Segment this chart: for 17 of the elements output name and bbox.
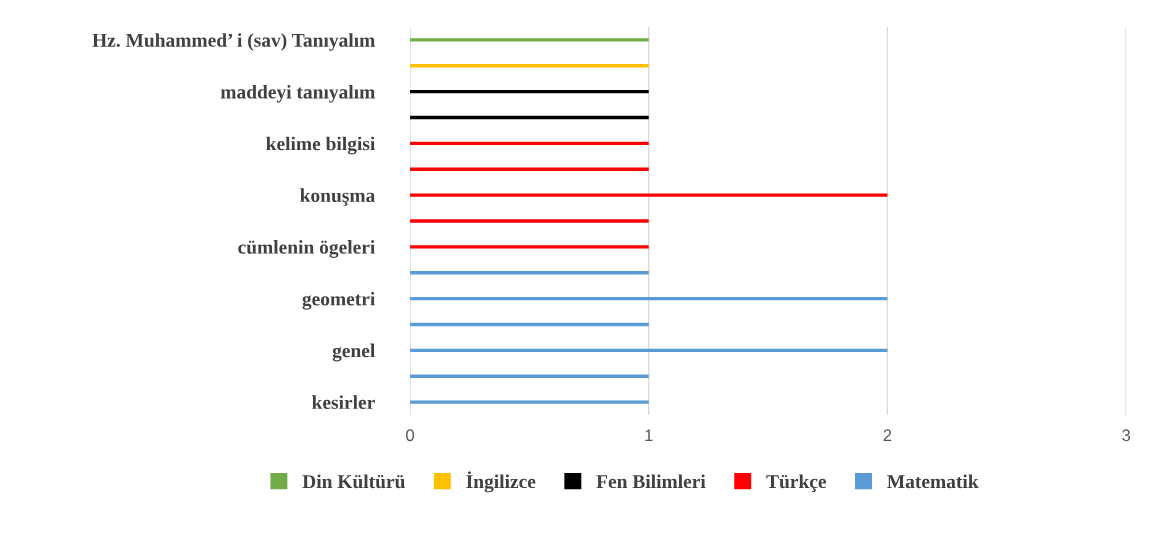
y-tick-label: Hz. Muhammed’ i (sav) Tanıyalım — [92, 33, 375, 51]
legend-label: Türkçe — [766, 474, 827, 492]
legend-label: Matematik — [887, 474, 979, 489]
y-tick-label: cümlenin ögeleri — [238, 240, 376, 258]
y-tick-label: genel — [332, 343, 375, 362]
legend-label: İngilizce — [466, 471, 536, 493]
x-tick-label: 1 — [645, 429, 653, 441]
legend-label: Fen Bilimleri — [596, 474, 706, 489]
x-tick-label: 3 — [1122, 429, 1131, 442]
x-tick-label: 0 — [406, 429, 415, 442]
y-tick-label: konuşma — [300, 188, 376, 206]
y-tick-label: geometri — [302, 291, 376, 310]
y-tick-label: kelime bilgisi — [266, 136, 376, 155]
legend-label: Din Kültürü — [302, 474, 405, 489]
y-tick-label: maddeyi tanıyalım — [220, 84, 375, 103]
y-tick-label: kesirler — [312, 395, 375, 410]
x-tick-label: 2 — [883, 429, 892, 441]
